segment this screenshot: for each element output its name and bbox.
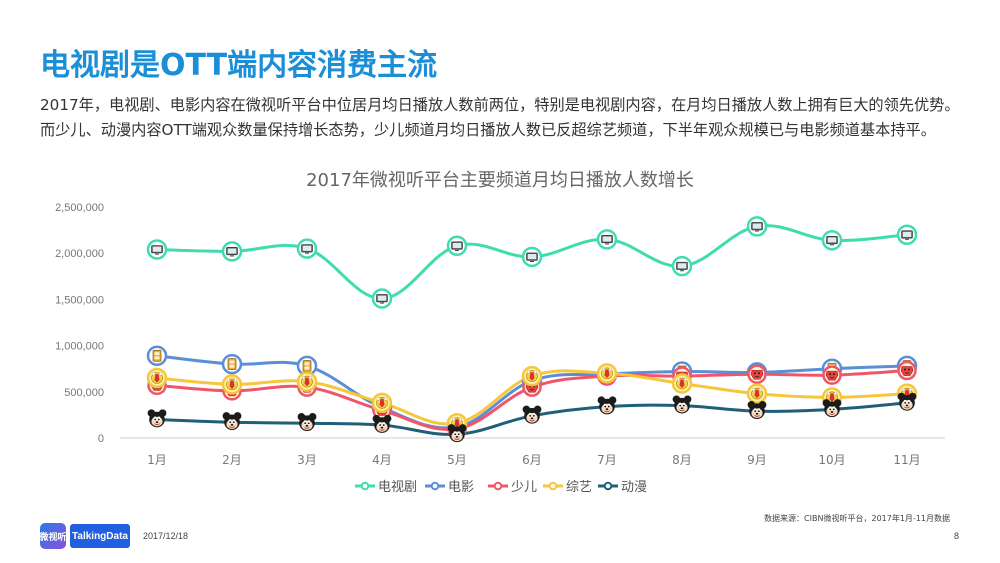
x-tick-label: 8月 xyxy=(672,453,692,467)
x-tick-label: 3月 xyxy=(297,453,317,467)
x-tick-label: 9月 xyxy=(747,453,767,467)
x-axis: 1月 2月 3月 4月 5月 6月 7月 8月 9月 10月 11月 xyxy=(120,437,945,467)
data-point-kids-icon xyxy=(897,360,917,381)
legend-label: 电影 xyxy=(448,480,474,495)
data-point-variety-icon xyxy=(521,365,543,387)
legend-item: 少儿 xyxy=(488,480,537,495)
data-point-kids-icon xyxy=(747,364,767,384)
y-tick-label: 1,500,000 xyxy=(55,294,104,306)
data-point-variety-icon xyxy=(671,373,693,394)
legend-label: 电视剧 xyxy=(378,480,417,495)
data-point-variety-icon xyxy=(146,367,168,389)
legend-label: 综艺 xyxy=(566,480,592,495)
x-tick-label: 2月 xyxy=(222,453,242,467)
data-point-tv-icon xyxy=(821,230,843,251)
footer-date: 2017/12/18 xyxy=(143,531,189,541)
data-point-tv-icon xyxy=(446,235,468,257)
legend-swatch-dot xyxy=(493,481,503,491)
data-point-kids-icon xyxy=(822,365,842,385)
data-point-film-icon xyxy=(146,345,168,367)
data-point-variety-icon xyxy=(371,392,393,414)
brand-logo: TalkingData xyxy=(70,524,130,548)
legend-swatch-dot xyxy=(548,481,558,491)
legend-label: 少儿 xyxy=(511,480,537,495)
y-tick-label: 0 xyxy=(98,433,104,445)
y-tick-label: 1,000,000 xyxy=(55,341,104,353)
data-source-note: 数据来源：CIBN微视听平台，2017年1月-11月数据 xyxy=(764,514,950,523)
legend-swatch-dot xyxy=(430,481,440,491)
data-point-tv-icon xyxy=(296,238,318,259)
x-tick-label: 1月 xyxy=(147,453,167,467)
x-tick-label: 7月 xyxy=(597,453,617,467)
legend-label: 动漫 xyxy=(621,480,647,495)
data-point-anime-icon xyxy=(897,392,917,411)
y-tick-label: 2,500,000 xyxy=(55,202,104,214)
legend-item: 电影 xyxy=(425,480,474,495)
data-point-tv-icon xyxy=(746,216,768,237)
page-number: 8 xyxy=(954,531,960,541)
x-tick-label: 11月 xyxy=(893,453,920,467)
data-point-variety-icon xyxy=(221,374,243,395)
data-point-anime-icon xyxy=(297,413,317,432)
data-point-variety-icon xyxy=(746,383,768,404)
app-logo: 微视听 xyxy=(40,523,66,549)
legend-item: 电视剧 xyxy=(355,480,417,495)
data-point-film-icon xyxy=(221,353,243,375)
data-point-anime-icon xyxy=(822,399,842,418)
data-point-anime-icon xyxy=(672,395,692,414)
x-tick-label: 5月 xyxy=(447,453,467,467)
x-tick-label: 4月 xyxy=(372,453,392,467)
data-point-tv-icon xyxy=(596,229,618,250)
data-point-anime-icon xyxy=(447,424,467,443)
series-markers xyxy=(146,216,918,443)
legend-item: 综艺 xyxy=(543,480,592,495)
data-point-anime-icon xyxy=(372,414,392,433)
x-tick-label: 10月 xyxy=(818,453,845,467)
data-point-anime-icon xyxy=(522,405,542,424)
y-axis: 0 500,000 1,000,000 1,500,000 2,000,000 2,500… xyxy=(55,202,104,445)
data-point-tv-icon xyxy=(896,224,918,245)
chart-title: 2017年微视听平台主要频道月均日播放人数增长 xyxy=(306,170,694,191)
legend-swatch-dot xyxy=(360,481,370,491)
data-point-anime-icon xyxy=(747,401,767,420)
data-point-tv-icon xyxy=(521,246,543,268)
page-title: 电视剧是OTT端内容消费主流 xyxy=(40,48,438,83)
data-point-tv-icon xyxy=(371,288,393,309)
data-point-tv-icon xyxy=(671,255,693,277)
page-description: 2017年，电视剧、电影内容在微视听平台中位居月均日播放人数前两位，特别是电视剧… xyxy=(40,96,960,139)
data-point-tv-icon xyxy=(221,241,243,262)
x-tick-label: 6月 xyxy=(522,453,542,467)
chart-legend: 电视剧 电影 少儿 综艺 动漫 xyxy=(355,480,647,495)
y-tick-label: 500,000 xyxy=(64,387,104,399)
legend-swatch-dot xyxy=(603,481,613,491)
data-point-anime-icon xyxy=(147,409,167,428)
data-point-variety-icon xyxy=(296,371,318,392)
data-point-anime-icon xyxy=(222,412,242,431)
legend-item: 动漫 xyxy=(598,480,647,495)
data-point-variety-icon xyxy=(596,363,618,384)
data-point-anime-icon xyxy=(597,396,617,415)
y-tick-label: 2,000,000 xyxy=(55,248,104,260)
data-point-tv-icon xyxy=(146,239,168,260)
